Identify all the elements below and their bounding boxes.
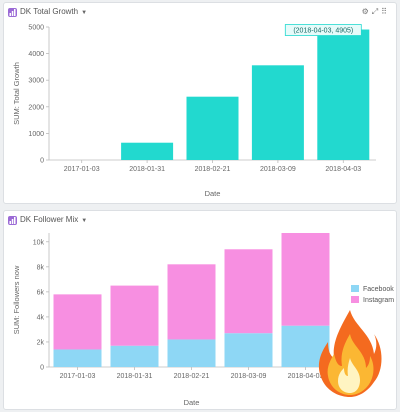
tooltip: (2018-04-03, 4905) — [284, 24, 362, 36]
y-tick-label: 8k — [37, 264, 45, 271]
y-tick-label: 1000 — [28, 131, 44, 138]
y-tick-label: 6k — [37, 289, 45, 296]
follower-mix-chart: 0 2k 4k 6k 8k 10k 2017-01-03 2018-01-31 2018-02-… — [12, 233, 394, 407]
x-tick-label: 2018-03-09 — [260, 166, 296, 173]
x-tick-label: 2018-04-03 — [325, 166, 361, 173]
bar-segment-instagram[interactable] — [167, 264, 216, 340]
y-tick-label: 2000 — [28, 104, 44, 111]
y-tick-label: 2k — [37, 339, 45, 346]
expand-icon[interactable]: ⤢ — [371, 7, 382, 16]
chevron-down-icon[interactable]: ▼ — [81, 10, 88, 16]
y-tick-label: 3000 — [28, 78, 44, 85]
y-tick-label: 5000 — [28, 25, 44, 32]
widget-header: DK Total Growth ▼ ⚙⤢⠿ — [4, 3, 396, 23]
x-tick-label: 2017-01-03 — [64, 166, 100, 173]
legend-label: Facebook — [363, 286, 394, 293]
bar-segment-facebook[interactable] — [110, 345, 159, 367]
chart-widget-icon — [8, 216, 17, 225]
x-axis-title: Date — [184, 398, 200, 407]
legend-item-facebook[interactable]: Facebook — [351, 285, 394, 293]
legend: Facebook Instagram — [351, 285, 394, 304]
widget-title-button[interactable]: DK Follower Mix ▼ — [20, 215, 87, 224]
x-tick-label: 2018-01-31 — [117, 373, 153, 380]
y-tick-label: 4k — [37, 314, 45, 321]
legend-label: Instagram — [363, 297, 394, 304]
fire-icon — [318, 310, 382, 397]
bar-segment-facebook[interactable] — [167, 339, 216, 367]
x-tick-label: 2018-03-09 — [231, 373, 267, 380]
x-tick-label: 2018-02-21 — [195, 166, 231, 173]
legend-swatch — [351, 296, 359, 303]
x-tick-label: 2018-04-03 — [288, 373, 324, 380]
bar-segment-instagram[interactable] — [224, 249, 273, 334]
y-axis-title: SUM: Followers now — [12, 265, 21, 334]
tooltip-text: (2018-04-03, 4905) — [293, 28, 353, 35]
x-tick-label: 2018-01-31 — [129, 166, 165, 173]
x-tick-label: 2018-02-21 — [174, 373, 210, 380]
bar[interactable] — [186, 96, 239, 160]
bar-segment-facebook[interactable] — [224, 333, 273, 367]
gear-icon[interactable]: ⚙ — [361, 7, 372, 16]
y-axis-title: SUM: Total Growth — [12, 62, 21, 125]
y-tick-label: 0 — [40, 158, 44, 165]
chevron-down-icon[interactable]: ▼ — [81, 218, 88, 224]
y-tick-label: 4000 — [28, 51, 44, 58]
tooltip-box — [284, 24, 362, 36]
legend-swatch — [351, 285, 359, 292]
y-tick-label: 10k — [33, 239, 45, 246]
x-tick-label: 2017-01-03 — [60, 373, 96, 380]
widget-tools: ⚙⤢⠿ — [362, 7, 390, 17]
widget-title-button[interactable]: DK Total Growth ▼ — [20, 7, 87, 16]
bar-segment-facebook[interactable] — [53, 349, 102, 367]
y-tick-label: 0 — [40, 365, 44, 372]
bar[interactable] — [121, 142, 174, 160]
widget-header: DK Follower Mix ▼ — [4, 211, 396, 231]
total-growth-chart: 0 1000 2000 3000 4000 5000 2017-01-03 2018-01-3… — [12, 24, 376, 198]
bar[interactable] — [317, 29, 370, 160]
bar-segment-instagram[interactable] — [281, 233, 330, 326]
x-axis-title: Date — [205, 189, 221, 198]
widget-title: DK Total Growth — [20, 7, 79, 16]
chart-widget-icon — [8, 8, 17, 17]
widget-title: DK Follower Mix — [20, 215, 79, 224]
bar-segment-instagram[interactable] — [53, 294, 102, 350]
bar-segment-instagram[interactable] — [110, 285, 159, 346]
widget-total-growth: DK Total Growth ▼ ⚙⤢⠿ 0 1000 2000 3000 4000 50… — [3, 2, 397, 204]
drag-handle-icon[interactable]: ⠿ — [381, 7, 390, 16]
legend-item-instagram[interactable]: Instagram — [351, 296, 394, 304]
bar[interactable] — [251, 65, 304, 160]
